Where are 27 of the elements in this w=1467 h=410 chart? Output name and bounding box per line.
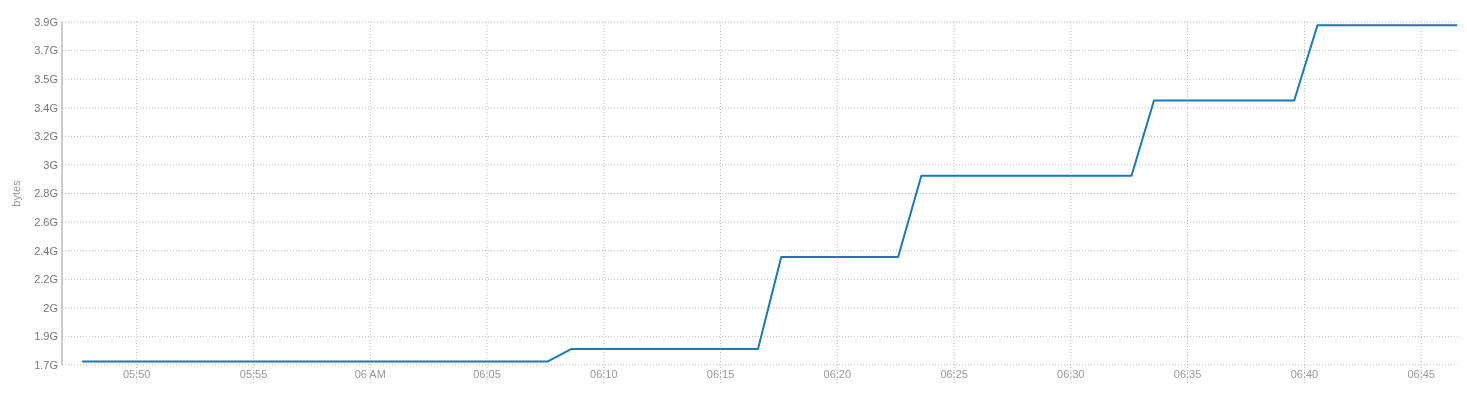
y-tick-label: 3.5G <box>34 73 58 86</box>
y-tick-label: 1.7G <box>34 358 58 371</box>
x-tick-label: 06:25 <box>940 368 968 380</box>
y-tick-label: 2.2G <box>34 273 58 286</box>
y-axis-title: bytes <box>10 179 22 207</box>
y-tick-label: 3.2G <box>34 130 58 143</box>
y-tick-label: 3.4G <box>34 101 58 114</box>
y-tick-label: 1.9G <box>34 330 58 343</box>
y-tick-label: 3.7G <box>34 44 58 57</box>
x-tick-label: 06:15 <box>706 368 735 380</box>
x-tick-label: 06:10 <box>590 368 618 380</box>
x-tick-label: 06:20 <box>823 368 852 380</box>
x-tick-label: 06:30 <box>1057 368 1085 380</box>
y-tick-label: 2G <box>43 301 58 314</box>
line-series <box>81 24 1459 363</box>
x-tick-label: 06:45 <box>1407 368 1435 380</box>
y-tick-label: 2.4G <box>34 244 58 257</box>
x-tick-label: 06:05 <box>473 368 501 380</box>
y-tick-label: 2.8G <box>34 187 58 200</box>
y-tick-label: 3G <box>43 158 58 171</box>
x-tick-label: 05:55 <box>239 368 268 380</box>
x-tick-label: 06 AM <box>354 368 386 380</box>
x-tick-label: 05:50 <box>122 368 151 380</box>
y-tick-label: 2.6G <box>34 215 58 228</box>
y-tick-label: 3.9G <box>34 15 58 28</box>
x-tick-label: 06:35 <box>1173 368 1202 380</box>
x-tick-label: 06:40 <box>1290 368 1319 380</box>
